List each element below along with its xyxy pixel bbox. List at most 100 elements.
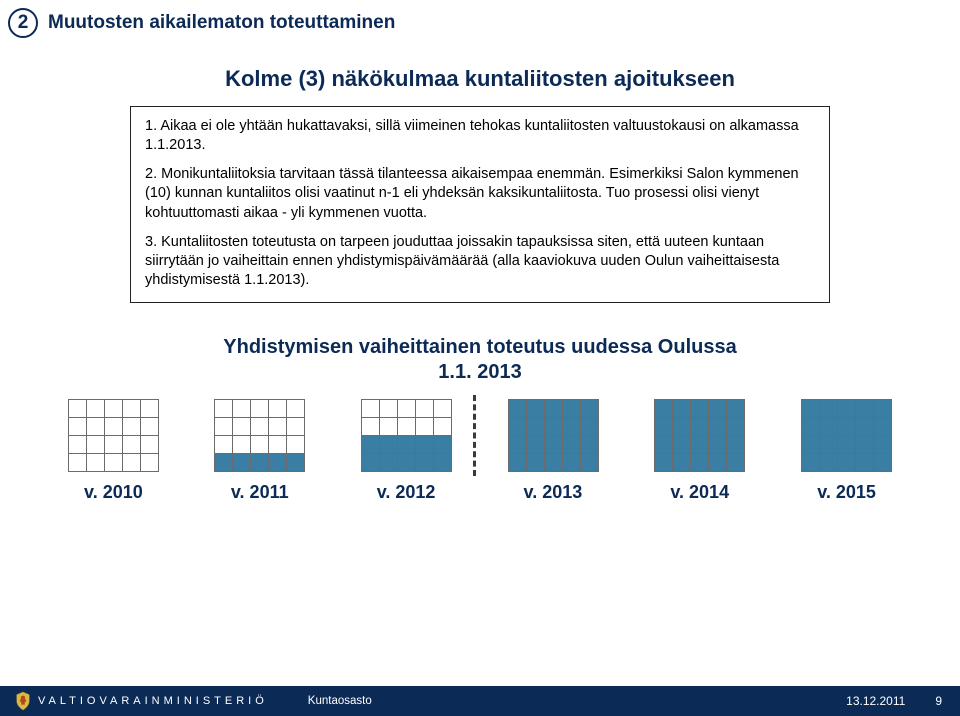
grid-cell	[380, 400, 398, 418]
grid-cell	[362, 436, 380, 454]
grid-cell	[434, 418, 452, 436]
grid-cell	[233, 436, 251, 454]
grid-cell	[434, 400, 452, 418]
grid-cell	[104, 454, 122, 472]
grid-cell	[709, 400, 727, 418]
grid-cell	[140, 436, 158, 454]
grid-cell	[140, 454, 158, 472]
grid-cell	[874, 400, 892, 418]
subtitle: Kolme (3) näkökulmaa kuntaliitosten ajoi…	[0, 66, 960, 92]
grid-cell	[86, 454, 104, 472]
grid-cell	[856, 418, 874, 436]
grid-cell	[86, 418, 104, 436]
box-item-1: 1. Aikaa ei ole yhtään hukattavaksi, sil…	[145, 117, 815, 155]
year-grid	[801, 399, 892, 472]
grid-cell	[251, 400, 269, 418]
grid-cell	[562, 436, 580, 454]
grid-cell	[68, 400, 86, 418]
grid-cell	[122, 418, 140, 436]
chart-title-line2: 1.1. 2013	[438, 361, 521, 383]
grid-cell	[544, 454, 562, 472]
grid-cell	[727, 400, 745, 418]
grid-cell	[526, 418, 544, 436]
grid-cell	[838, 418, 856, 436]
grid-cell	[104, 418, 122, 436]
grid-cell	[526, 436, 544, 454]
box-item-3: 3. Kuntaliitosten toteutusta on tarpeen …	[145, 233, 815, 290]
page-number: 9	[935, 694, 942, 708]
grid-cell	[580, 436, 598, 454]
grid-cell	[380, 436, 398, 454]
grid-cell	[820, 454, 838, 472]
grid-cell	[562, 454, 580, 472]
grid-cell	[727, 418, 745, 436]
grid-cell	[140, 400, 158, 418]
ministry-name: VALTIOVARAINMINISTERIÖ	[38, 695, 268, 707]
grid-cell	[544, 418, 562, 436]
grid-cell	[655, 418, 673, 436]
grid-cell	[838, 400, 856, 418]
merger-chart: Yhdistymisen vaiheittainen toteutus uude…	[30, 331, 930, 513]
grid-cell	[269, 436, 287, 454]
grid-cell	[434, 454, 452, 472]
year-grid	[654, 399, 745, 472]
grid-cell	[104, 400, 122, 418]
grid-cell	[251, 418, 269, 436]
year-label: v. 2015	[817, 482, 876, 503]
grid-cell	[362, 418, 380, 436]
numbered-box: 1. Aikaa ei ole yhtään hukattavaksi, sil…	[130, 106, 830, 303]
year-label: v. 2012	[377, 482, 436, 503]
grid-cell	[287, 400, 305, 418]
grid-cell	[709, 436, 727, 454]
slide-header: 2 Muutosten aikailematon toteuttaminen	[0, 0, 960, 38]
grid-cell	[122, 436, 140, 454]
grid-cell	[416, 436, 434, 454]
grid-cell	[838, 454, 856, 472]
grid-cell	[251, 454, 269, 472]
grid-cell	[287, 436, 305, 454]
grid-cell	[434, 436, 452, 454]
department-label: Kuntaosasto	[308, 695, 372, 707]
grid-cell	[874, 436, 892, 454]
year-labels: v. 2010v. 2011v. 2012v. 2013v. 2014v. 20…	[30, 472, 930, 503]
grid-cell	[508, 400, 526, 418]
grid-cell	[287, 418, 305, 436]
grid-cell	[544, 400, 562, 418]
grid-cell	[874, 418, 892, 436]
grid-cell	[802, 436, 820, 454]
grid-cell	[691, 454, 709, 472]
grid-cell	[416, 418, 434, 436]
grid-cell	[251, 436, 269, 454]
grid-cell	[269, 418, 287, 436]
grid-cell	[416, 454, 434, 472]
grid-cell	[398, 436, 416, 454]
grid-cell	[874, 454, 892, 472]
grid-cell	[544, 436, 562, 454]
year-label: v. 2011	[231, 482, 289, 503]
footer-date: 13.12.2011	[846, 694, 905, 708]
grid-cell	[856, 454, 874, 472]
slide-title: Muutosten aikailematon toteuttaminen	[48, 12, 395, 34]
grid-cell	[673, 436, 691, 454]
grid-cell	[86, 436, 104, 454]
grid-cell	[580, 418, 598, 436]
grid-cell	[562, 418, 580, 436]
year-grid	[361, 399, 452, 472]
grid-cell	[362, 400, 380, 418]
grid-cell	[709, 418, 727, 436]
section-badge: 2	[8, 8, 38, 38]
grid-cell	[580, 454, 598, 472]
grid-cell	[508, 436, 526, 454]
grid-cell	[269, 454, 287, 472]
grid-cell	[655, 436, 673, 454]
grid-cell	[673, 400, 691, 418]
year-label: v. 2013	[524, 482, 583, 503]
grid-cell	[820, 400, 838, 418]
grid-cell	[416, 400, 434, 418]
grid-cell	[727, 436, 745, 454]
grid-cell	[380, 418, 398, 436]
grid-cell	[362, 454, 380, 472]
grid-cell	[526, 454, 544, 472]
grid-cell	[269, 400, 287, 418]
grid-cell	[673, 418, 691, 436]
